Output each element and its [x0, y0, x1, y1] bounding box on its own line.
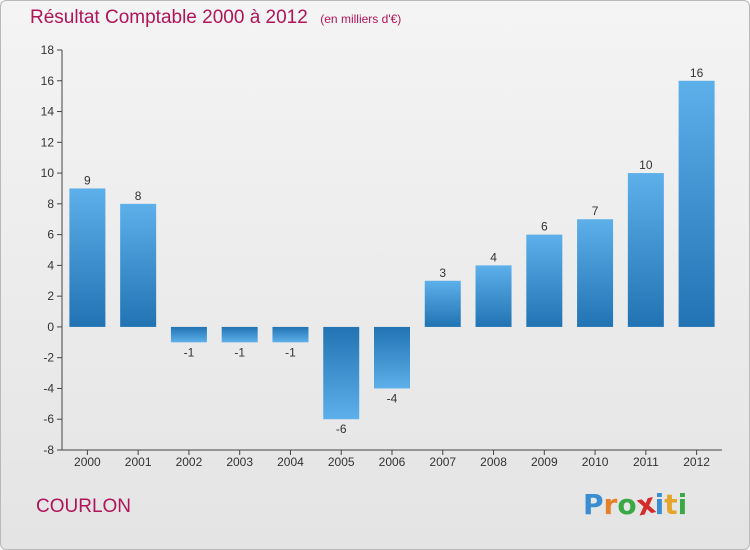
- value-label-2012: 16: [690, 66, 704, 80]
- y-tick-label: 0: [47, 320, 54, 334]
- y-tick-label: -2: [43, 351, 54, 365]
- bar-2005: [323, 326, 360, 420]
- logo-letter: r: [603, 488, 618, 521]
- x-tick-label: 2011: [633, 455, 659, 469]
- value-label-2005: -6: [336, 422, 347, 436]
- value-label-2002: -1: [184, 345, 195, 359]
- x-tick-label: 2012: [683, 455, 710, 469]
- bar-2004: [272, 326, 309, 343]
- axes: -8 -6 -4 -2 0 2 4 6 8 10 12 14 16 18 2000 2001 2002 2003 2…: [41, 43, 722, 469]
- value-labels-group: 9 8 -1 -1 -1 -6 -4 3 4 6 7 10 16: [84, 66, 704, 436]
- value-label-2003: -1: [234, 345, 245, 359]
- value-label-2000: 9: [84, 173, 91, 187]
- value-label-2007: 3: [439, 266, 446, 280]
- bar-2007: [424, 280, 461, 327]
- y-tick-label: 14: [41, 105, 55, 119]
- bar-2010: [577, 219, 614, 327]
- logo-letter: t: [664, 488, 678, 521]
- proxiti-logo: Proxiti: [583, 486, 693, 524]
- value-label-2011: 10: [639, 158, 653, 172]
- x-tick-label: 2004: [277, 455, 304, 469]
- x-tick-label: 2001: [125, 455, 152, 469]
- chart-subtitle: (en milliers d'€): [320, 12, 402, 26]
- x-tick-label: 2010: [582, 455, 609, 469]
- bar-2000: [69, 188, 106, 327]
- value-label-2008: 4: [490, 250, 497, 264]
- value-label-2004: -1: [285, 345, 296, 359]
- bar-2008: [475, 265, 512, 327]
- y-tick-label: 16: [41, 74, 55, 88]
- logo-letter: i: [677, 488, 688, 521]
- y-tick-label: -6: [43, 412, 54, 426]
- bar-2001: [120, 203, 157, 327]
- value-label-2010: 7: [592, 204, 599, 218]
- x-tick-label: 2009: [531, 455, 558, 469]
- y-tick-label: 4: [47, 258, 54, 272]
- x-tick-label: 2008: [480, 455, 507, 469]
- bar-2002: [170, 326, 207, 343]
- logo-letter: P: [583, 488, 604, 521]
- x-tick-label: 2007: [429, 455, 456, 469]
- x-tick-label: 2002: [176, 455, 203, 469]
- y-tick-label: -8: [43, 443, 54, 457]
- value-label-2001: 8: [135, 189, 142, 203]
- y-tick-label: 18: [41, 43, 55, 57]
- chart-title-text: Résultat Comptable 2000 à 2012: [30, 7, 308, 28]
- value-label-2006: -4: [387, 391, 398, 405]
- bar-2012: [678, 80, 715, 327]
- x-tick-label: 2000: [74, 455, 101, 469]
- y-tick-label: 10: [41, 166, 55, 180]
- x-tick-label: 2003: [226, 455, 253, 469]
- x-tick-label: 2006: [379, 455, 406, 469]
- y-tick-label: 8: [47, 197, 54, 211]
- y-tick-label: -4: [43, 381, 54, 395]
- chart-title: Résultat Comptable 2000 à 2012 (en milli…: [30, 7, 401, 29]
- bars-group: [69, 80, 715, 420]
- y-tick-label: 12: [41, 135, 55, 149]
- bar-2003: [221, 326, 258, 343]
- y-tick-label: 2: [47, 289, 54, 303]
- commune-name: COURLON: [36, 496, 132, 517]
- x-tick-label: 2005: [328, 455, 355, 469]
- logo-letter: o: [617, 488, 637, 521]
- bar-2009: [526, 234, 563, 327]
- bar-2006: [374, 326, 410, 389]
- y-tick-label: 6: [47, 228, 54, 242]
- logo-letter: i: [654, 488, 665, 521]
- bar-2011: [627, 173, 664, 327]
- value-label-2009: 6: [541, 220, 548, 234]
